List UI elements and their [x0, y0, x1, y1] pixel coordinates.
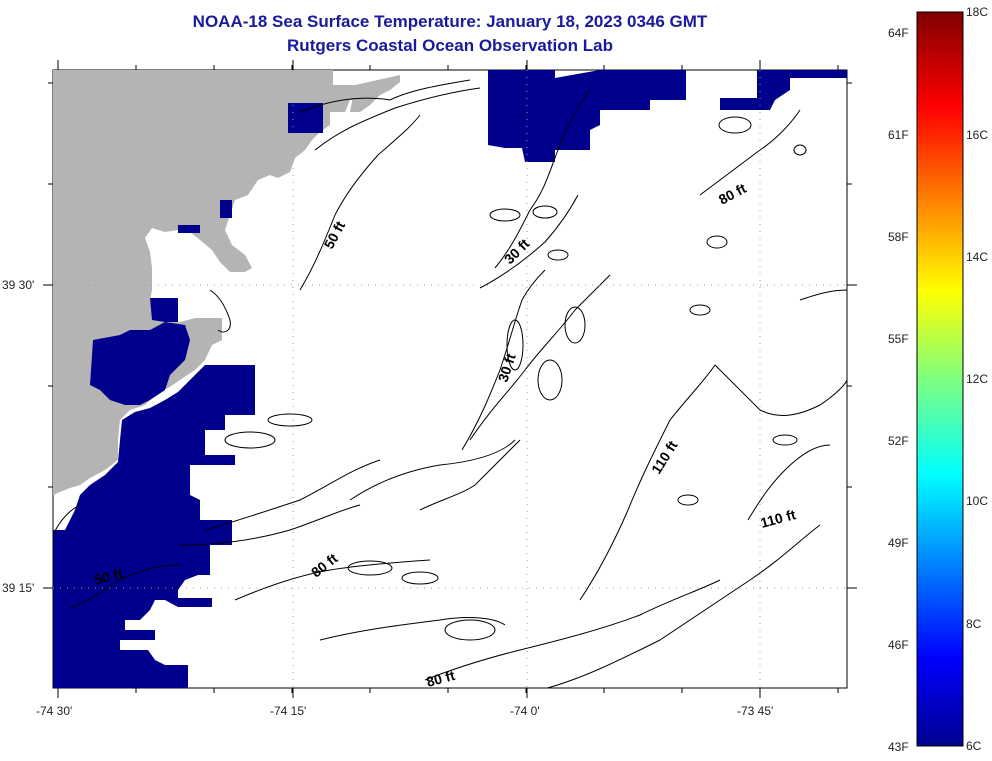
lon-label: -73 45' [737, 704, 774, 718]
colorbar-f-label: 52F [888, 434, 909, 448]
colorbar-f-label: 46F [888, 638, 909, 652]
colorbar-f-label: 55F [888, 332, 909, 346]
lon-label: -74 15' [270, 704, 307, 718]
depth-contours [53, 79, 847, 688]
colorbar-f-label: 58F [888, 230, 909, 244]
colorbar-f-label: 49F [888, 536, 909, 550]
lat-label: 39 15' [2, 581, 35, 595]
lon-label: -74 30' [36, 704, 73, 718]
colorbar-c-label: 10C [966, 494, 989, 508]
contour-label: 50 ft [93, 565, 125, 588]
colorbar-c-label: 18C [966, 5, 989, 19]
colorbar-c-label: 16C [966, 128, 989, 142]
colorbar-c-label: 12C [966, 372, 989, 386]
lon-label: -74 0' [510, 704, 540, 718]
colorbar-c-label: 14C [966, 250, 989, 264]
colorbar-c-label: 8C [966, 617, 982, 631]
colorbar-f-label: 43F [888, 740, 909, 754]
lat-label: 39 30' [2, 278, 35, 292]
map-subtitle: Rutgers Coastal Ocean Observation Lab [287, 36, 613, 55]
graticule [53, 70, 847, 688]
map-title: NOAA-18 Sea Surface Temperature: January… [192, 12, 708, 31]
colorbar-c-label: 6C [966, 739, 982, 753]
colorbar [916, 11, 964, 747]
sst-cold-region [53, 70, 847, 688]
barrier-island [350, 75, 400, 112]
colorbar-f-label: 61F [888, 128, 909, 142]
colorbar-f-label: 64F [888, 26, 909, 40]
contour-label: 80 ft [425, 667, 457, 690]
